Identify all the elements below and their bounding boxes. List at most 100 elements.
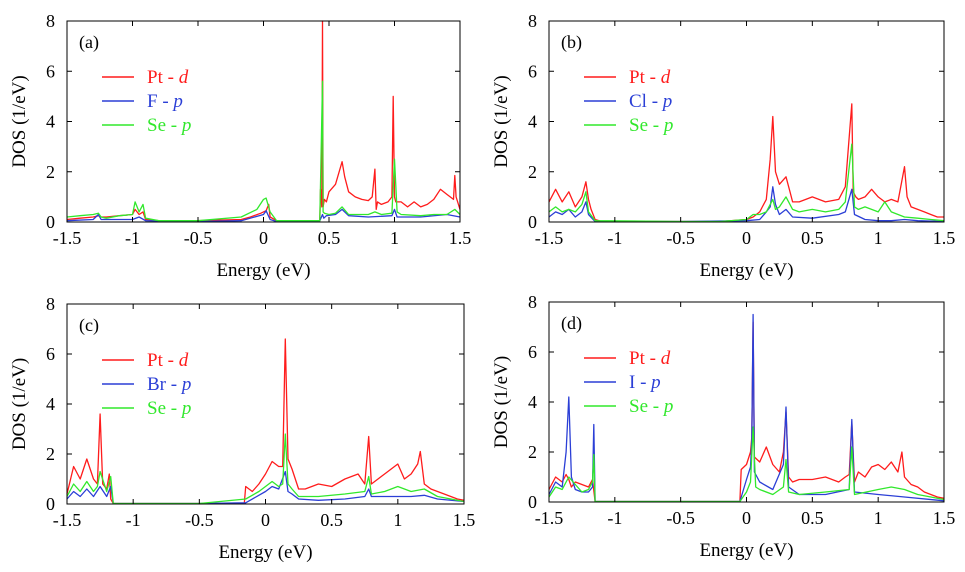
panel-a-series-line-red [66,20,461,222]
panel-c-y-axis-title: DOS (1/eV) [9,358,30,450]
panel-b-x-tick-label: -1 [607,228,622,248]
panel-d-legend-orbital: p [649,372,661,393]
panel-b-series-line-blue [548,186,945,223]
panel-d-legend-label-blue: I - p [629,372,661,393]
panel-a-legend-orbital: p [180,115,192,136]
panel-c-legend-label-blue: Br - p [147,374,191,395]
panel-d-tag: (d) [561,313,582,334]
panel-c: -1.5 -1 -0.5 0 0.5 1 1.5 0 2 4 6 8 (c) Pt - d Br - p… [9,294,475,563]
panel-d-legend-orbital: p [662,396,674,417]
panel-a-legend-element: F - [147,91,173,112]
panel-c-y-tick-label: 8 [46,294,55,314]
panel-b-x-tick-label: 0 [742,228,751,248]
panel-a-ticks: -1.5 -1 -0.5 0 0.5 1 1.5 0 2 4 6 8 [46,11,471,248]
panel-b-legend-orbital: p [662,115,674,136]
panel-c-x-tick-label: 0 [261,510,270,530]
panel-a-frame [66,20,461,223]
panel-c-ticks: -1.5 -1 -0.5 0 0.5 1 1.5 0 2 4 6 8 [46,294,475,530]
panel-b: -1.5 -1 -0.5 0 0.5 1 1.5 0 2 4 6 8 (b) Pt - d Cl - p… [491,11,955,281]
panel-b-x-axis-title: Energy (eV) [699,260,793,281]
panel-c-legend-element: Pt - [147,350,179,371]
panel-d-series-line-red [548,321,945,503]
panel-a-x-tick-label: 1.5 [449,228,472,248]
panel-d-legend-label-red: Pt - d [629,348,671,369]
panel-d-y-tick-label: 8 [528,292,537,312]
panel-b-x-tick-label: 1.5 [933,228,956,248]
panel-c-series-line-red [66,338,465,505]
panel-c-x-tick-label: 0.5 [320,510,343,530]
panel-b-x-tick-label: 0.5 [801,228,824,248]
panel-d-frame [548,301,945,503]
panel-d-x-tick-label: 1 [874,508,883,528]
panel-c-tag: (c) [79,315,99,336]
panel-c-legend-element: Se - [147,398,182,419]
panel-b-ticks: -1.5 -1 -0.5 0 0.5 1 1.5 0 2 4 6 8 [528,11,955,248]
panel-d-legend: Pt - dI - pSe - p [584,348,673,417]
panel-a-tag: (a) [79,32,99,53]
panel-c-x-tick-label: 1 [393,510,402,530]
panel-b-legend-element: Cl - [629,91,663,112]
panel-c-y-tick-label: 4 [46,394,55,414]
panel-b-x-tick-label: -0.5 [666,228,695,248]
panel-b-legend-label-red: Pt - d [629,67,671,88]
panel-a-legend-element: Pt - [147,67,179,88]
panel-c-x-tick-label: -0.5 [185,510,214,530]
panel-b-legend-orbital: p [661,91,673,112]
panel-c-x-tick-label: -1 [126,510,141,530]
panel-a-series [66,20,461,223]
panel-d-y-tick-label: 2 [528,442,537,462]
panel-d-x-tick-label: -0.5 [666,508,695,528]
panel-b-y-tick-label: 8 [528,11,537,31]
panel-d-x-tick-label: 0.5 [801,508,824,528]
panel-a-series-line-green [66,80,461,222]
panel-b-legend-orbital: d [661,67,671,88]
panel-a-x-tick-label: 0 [259,228,268,248]
panel-a-x-tick-label: -0.5 [184,228,213,248]
panel-a-y-tick-label: 6 [46,61,55,81]
panel-b-legend-element: Pt - [629,67,661,88]
panel-a-legend: Pt - d F - pSe - p [102,67,191,136]
panel-b-series-line-red [548,103,944,223]
panel-b-x-tick-label: -1.5 [535,228,564,248]
panel-a-y-axis-title: DOS (1/eV) [9,75,30,167]
panel-c-legend-orbital: p [180,398,192,419]
panel-a-x-tick-label: 1 [390,228,399,248]
panel-b-y-tick-label: 2 [528,162,537,182]
panel-d-legend-orbital: d [661,348,671,369]
panel-d-y-tick-label: 6 [528,342,537,362]
panel-d-y-tick-label: 4 [528,392,537,412]
panel-c-series-line-blue [66,470,465,505]
panel-b-series-line-green [548,143,945,223]
panel-b-legend-label-green: Se - p [629,115,673,136]
panel-b-y-tick-label: 0 [528,212,537,232]
panel-a-legend-element: Se - [147,115,182,136]
panel-c-legend-label-green: Se - p [147,398,191,419]
panel-d-legend-element: I - [629,372,651,393]
panel-b-legend: Pt - dCl - pSe - p [584,67,673,136]
panel-c-legend-element: Br - [147,374,182,395]
panel-c-y-tick-label: 6 [46,344,55,364]
panel-a-legend-label-green: Se - p [147,115,191,136]
panel-d-x-tick-label: -1 [607,508,622,528]
panel-d-series-line-green [548,426,945,503]
panel-c-series-line-green [66,433,465,505]
panel-b-y-tick-label: 4 [528,112,537,132]
panel-c-y-tick-label: 2 [46,444,55,464]
panel-c-x-tick-label: 1.5 [453,510,476,530]
panel-d-ticks: -1.5 -1 -0.5 0 0.5 1 1.5 0 2 4 6 8 [528,292,955,528]
panel-a-legend-label-red: Pt - d [147,67,189,88]
panel-b-series [548,103,945,223]
panel-d-x-tick-label: 0 [742,508,751,528]
panel-d-x-axis-title: Energy (eV) [699,540,793,561]
panel-b-legend-element: Se - [629,115,664,136]
panel-a-x-tick-label: 0.5 [318,228,341,248]
panel-b-legend-label-blue: Cl - p [629,91,672,112]
panel-b-y-tick-label: 6 [528,61,537,81]
panel-a-y-tick-label: 4 [46,112,55,132]
panel-d-legend-label-green: Se - p [629,396,673,417]
panel-c-y-tick-label: 0 [46,494,55,514]
panel-d-x-tick-label: -1.5 [535,508,564,528]
